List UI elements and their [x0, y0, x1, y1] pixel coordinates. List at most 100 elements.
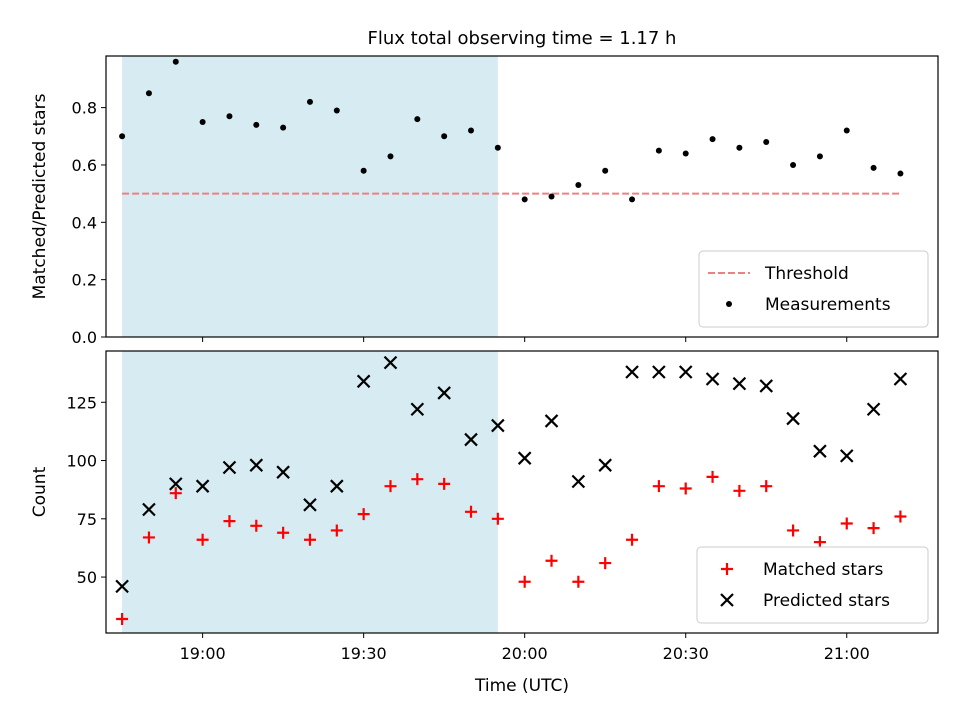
count-panel: 50 75 100 125 19:00 19:30 20:00 20:30 21:00 Count… [30, 350, 939, 696]
observing-window-band [122, 351, 498, 633]
predicted-point [330, 479, 344, 493]
matched-point [438, 477, 451, 490]
measurement-point [763, 139, 770, 146]
predicted-point [759, 379, 774, 393]
legend-label: Threshold [764, 264, 849, 284]
matched-point [303, 533, 316, 546]
predicted-point [598, 458, 612, 472]
measurement-point [280, 124, 287, 131]
matched-point [169, 487, 182, 500]
measurement-point [897, 170, 904, 177]
ratio-panel: 0.0 0.2 0.4 0.6 0.8 Matched/Predicted stars Th… [30, 55, 939, 347]
predicted-point [276, 465, 290, 479]
series-measurements [119, 58, 904, 203]
measurement-point [521, 196, 528, 203]
predicted-point [786, 411, 800, 426]
predicted-point [705, 372, 720, 386]
measurement-point [253, 121, 260, 128]
matched-point [223, 515, 236, 528]
y-tick-label: 75 [77, 510, 97, 529]
measurement-point [575, 182, 582, 189]
measurement-point [333, 107, 340, 114]
legend-label: Measurements [765, 295, 891, 315]
measurement-point [629, 196, 636, 203]
y-tick-label: 0.6 [72, 156, 97, 175]
legend-measurements-swatch [726, 301, 732, 307]
measurement-point [172, 58, 179, 65]
matched-point [142, 531, 155, 544]
x-tick-label: 20:00 [502, 644, 548, 663]
measurement-point [360, 167, 367, 174]
matched-point [733, 484, 746, 497]
predicted-point [437, 386, 451, 400]
y-tick-label: 50 [77, 568, 97, 587]
x-tick-label: 19:00 [180, 644, 226, 663]
y-axis-label: Count [30, 466, 50, 517]
predicted-point [303, 498, 317, 512]
predicted-point [491, 418, 505, 433]
measurement-point [441, 133, 448, 140]
x-axis-label: Time (UTC) [474, 676, 569, 696]
predicted-point [652, 365, 666, 379]
y-tick-label: 0.8 [72, 99, 97, 118]
y-tick-label: 125 [66, 393, 97, 412]
matched-point [599, 557, 612, 570]
y-tick-label: 100 [66, 452, 97, 471]
legend-label: Predicted stars [763, 591, 890, 611]
predicted-point [249, 458, 264, 472]
matched-point [626, 533, 639, 546]
measurement-point [306, 98, 313, 105]
matched-point [196, 533, 209, 546]
axes-frame [105, 55, 939, 338]
matched-point [840, 517, 853, 530]
measurement-point [736, 144, 743, 151]
series-matched-stars [116, 470, 907, 626]
y-axis-label: Matched/Predicted stars [30, 93, 50, 299]
measurement-point [870, 164, 877, 171]
measurement-point [414, 116, 421, 123]
matched-point [867, 522, 880, 535]
series-predicted-stars [115, 355, 908, 594]
predicted-point [678, 365, 693, 379]
legend-matched-swatch [721, 563, 733, 575]
measurement-point [548, 193, 555, 200]
predicted-point [383, 355, 398, 370]
matched-point [491, 512, 504, 525]
measurement-point [602, 167, 609, 174]
measurement-point [494, 144, 501, 151]
matched-point [760, 480, 773, 493]
matched-point [572, 575, 585, 588]
matched-point [116, 613, 129, 626]
legend: Matched stars Predicted stars [696, 546, 929, 624]
legend-predicted-swatch [720, 593, 734, 607]
predicted-point [115, 579, 129, 594]
predicted-point [142, 502, 156, 517]
matched-point [357, 508, 370, 521]
matched-point [250, 519, 263, 532]
predicted-point [464, 432, 478, 447]
predicted-point [222, 460, 237, 475]
predicted-point [410, 402, 425, 417]
x-tick-label: 21:00 [824, 644, 870, 663]
measurement-point [816, 153, 823, 160]
predicted-point [893, 372, 908, 386]
matched-point [679, 482, 692, 495]
matched-point [706, 470, 719, 483]
matched-point [813, 536, 826, 549]
chart-title: Flux total observing time = 1.17 h [368, 28, 677, 49]
predicted-point [732, 376, 747, 391]
predicted-point [517, 451, 532, 465]
measurement-point [709, 136, 716, 143]
predicted-point [813, 444, 827, 458]
matched-point [545, 554, 558, 567]
axes-frame [105, 350, 939, 634]
matched-point [518, 575, 531, 588]
matched-point [384, 480, 397, 493]
predicted-point [544, 414, 559, 428]
matched-point [894, 510, 907, 523]
measurement-point [387, 153, 394, 160]
predicted-point [356, 374, 371, 389]
legend-box [698, 250, 929, 328]
y-tick-label: 0.2 [72, 271, 97, 290]
predicted-point [571, 474, 586, 489]
